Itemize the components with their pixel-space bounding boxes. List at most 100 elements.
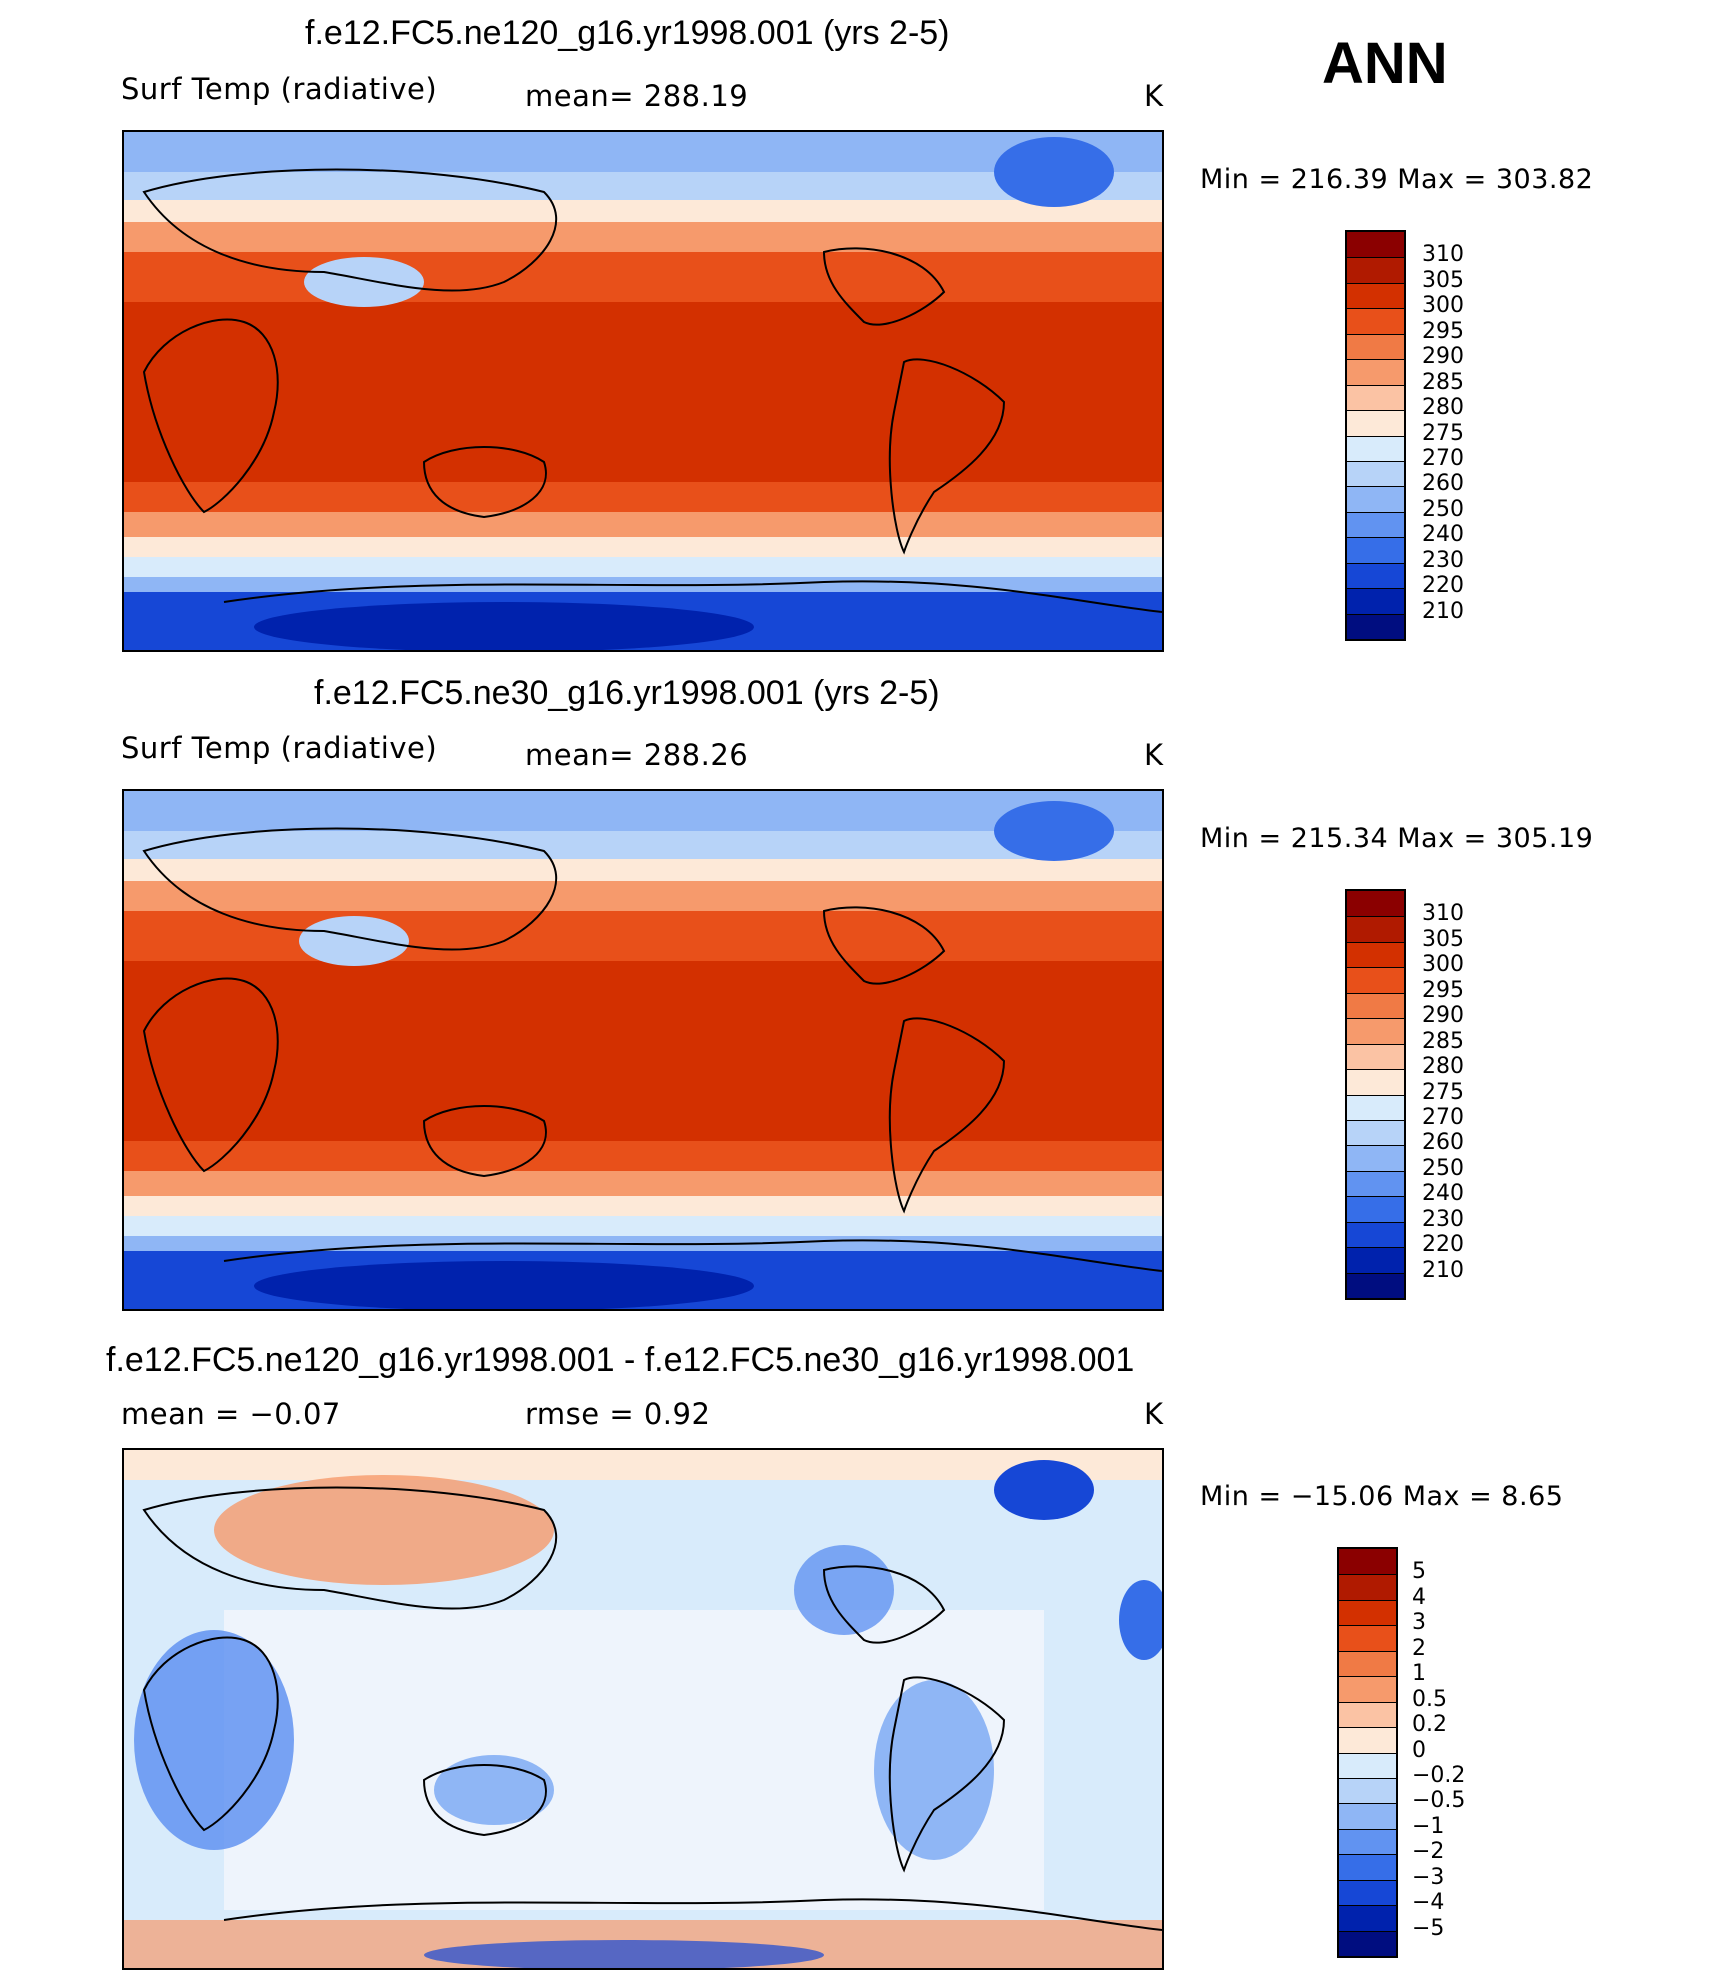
panel-1-colorbar-tick-label: 260 [1422, 471, 1464, 497]
panel-2-colorbar-segment [1347, 1043, 1404, 1070]
panel-2-colorbar-tick-label: 295 [1422, 977, 1464, 1003]
panel-3-colorbar-tick-label: −1 [1412, 1813, 1445, 1839]
panel-3-colorbar-tick-label: −4 [1412, 1890, 1445, 1916]
panel-1-colorbar-segment [1347, 308, 1404, 334]
panel-1-colorbar-tick-label: 290 [1422, 344, 1464, 370]
panel-3-colorbar-tick-label: −5 [1412, 1915, 1445, 1941]
panel-1-colorbar-segment [1347, 588, 1404, 614]
panel-3-colorbar-segment [1339, 1803, 1396, 1829]
panel-3-colorbar-tick-label: −2 [1412, 1839, 1445, 1865]
panel-2-colorbar-tick-label: 310 [1422, 901, 1464, 927]
panel-2-colorbar-segment [1347, 1272, 1404, 1298]
panel-1-colorbar-segment [1347, 257, 1404, 283]
panel-1-title: f.e12.FC5.ne120_g16.yr1998.001 (yrs 2-5) [305, 14, 950, 52]
panel-3-colorbar-tick-label: 1 [1412, 1661, 1426, 1687]
panel-2-map [122, 789, 1164, 1311]
panel-3-colorbar [1337, 1547, 1398, 1958]
panel-1-map [122, 130, 1164, 652]
panel-3-rmse-label: rmse = 0.92 [525, 1397, 711, 1431]
panel-1-units: K [1144, 79, 1164, 113]
panel-1-colorbar-tick-label: 270 [1422, 445, 1464, 471]
panel-1-colorbar-tick-label: 300 [1422, 293, 1464, 319]
panel-3-colorbar-tick-label: 2 [1412, 1635, 1426, 1661]
panel-2-colorbar-tick-label: 300 [1422, 952, 1464, 978]
panel-1-colorbar-tick-label: 210 [1422, 598, 1464, 624]
panel-2-colorbar-tick-label: 210 [1422, 1257, 1464, 1283]
panel-3-colorbar-tick-label: −3 [1412, 1864, 1445, 1890]
panel-3-colorbar-segment [1339, 1777, 1396, 1804]
panel-3-colorbar-segment [1339, 1549, 1396, 1575]
panel-3-colorbar-labels: 5 4 3 2 1 0.5 0.2 0 −0.2 −0.5 −1 −2 −3 −4 −5 [1412, 1547, 1502, 1958]
panel-3-colorbar-tick-label: 0 [1412, 1737, 1426, 1763]
panel-2-colorbar-tick-label: 250 [1422, 1155, 1464, 1181]
panel-1-colorbar-tick-label: 240 [1422, 522, 1464, 548]
panel-3-colorbar-segment [1339, 1752, 1396, 1778]
panel-2-colorbar-labels: 310 305 300 295 290 285 280 275 270 260 250 240 230 2… [1422, 889, 1502, 1300]
season-label: ANN [1322, 31, 1448, 96]
panel-3-colorbar-segment [1339, 1676, 1396, 1702]
panel-2-colorbar-segment [1347, 941, 1404, 968]
panel-2-colorbar-tick-label: 305 [1422, 926, 1464, 952]
panel-1-colorbar-segment [1347, 384, 1404, 411]
panel-1-colorbar-tick-label: 220 [1422, 573, 1464, 599]
panel-3-colorbar-segment [1339, 1701, 1396, 1728]
panel-1-minmax: Min = 216.39 Max = 303.82 [1200, 164, 1594, 195]
panel-3-colorbar-tick-label: 4 [1412, 1584, 1426, 1610]
panel-1-colorbar-segment [1347, 486, 1404, 512]
panel-3-colorbar-tick-label: −0.2 [1412, 1762, 1466, 1788]
panel-2-colorbar [1345, 889, 1406, 1300]
panel-3-colorbar-segment [1339, 1854, 1396, 1880]
panel-1-colorbar-labels: 310 305 300 295 290 285 280 275 270 260 250 240 230 2… [1422, 230, 1502, 641]
panel-2-minmax: Min = 215.34 Max = 305.19 [1200, 823, 1594, 854]
panel-2-colorbar-segment [1347, 916, 1404, 942]
panel-1-colorbar-segment [1347, 460, 1404, 487]
panel-1-colorbar-segment [1347, 435, 1404, 461]
panel-1-variable-label: Surf Temp (radiative) [121, 72, 438, 106]
panel-2-colorbar-segment [1347, 967, 1404, 993]
panel-2-colorbar-tick-label: 270 [1422, 1104, 1464, 1130]
panel-1-colorbar-tick-label: 310 [1422, 242, 1464, 268]
panel-3-colorbar-tick-label: 3 [1412, 1610, 1426, 1636]
panel-2-colorbar-segment [1347, 1069, 1404, 1095]
panel-1-colorbar-segment [1347, 282, 1404, 309]
panel-2-colorbar-segment [1347, 1196, 1404, 1222]
panel-1-mean-label: mean= 288.19 [525, 79, 749, 113]
panel-1-colorbar-tick-label: 285 [1422, 369, 1464, 395]
panel-3-title: f.e12.FC5.ne120_g16.yr1998.001 - f.e12.F… [106, 1341, 1135, 1379]
panel-1-colorbar-tick-label: 230 [1422, 547, 1464, 573]
panel-3-units: K [1144, 1397, 1164, 1431]
panel-1-colorbar-tick-label: 275 [1422, 420, 1464, 446]
panel-1-colorbar-segment [1347, 613, 1404, 639]
panel-1-colorbar-tick-label: 280 [1422, 395, 1464, 421]
panel-3-colorbar-tick-label: 5 [1412, 1559, 1426, 1585]
panel-2-colorbar-tick-label: 220 [1422, 1232, 1464, 1258]
panel-2-colorbar-tick-label: 260 [1422, 1130, 1464, 1156]
panel-2-colorbar-segment [1347, 1145, 1404, 1171]
panel-3-colorbar-tick-label: 0.2 [1412, 1712, 1447, 1738]
panel-2-colorbar-tick-label: 230 [1422, 1206, 1464, 1232]
panel-1-colorbar [1345, 230, 1406, 641]
panel-2-colorbar-segment [1347, 1247, 1404, 1273]
panel-3-colorbar-segment [1339, 1625, 1396, 1651]
panel-1-colorbar-segment [1347, 410, 1404, 436]
panel-3-mean-label: mean = −0.07 [121, 1397, 341, 1431]
panel-1-colorbar-tick-label: 250 [1422, 496, 1464, 522]
panel-3-colorbar-segment [1339, 1828, 1396, 1855]
panel-2-colorbar-tick-label: 275 [1422, 1079, 1464, 1105]
panel-1-colorbar-segment [1347, 232, 1404, 258]
panel-1-colorbar-segment [1347, 562, 1404, 589]
panel-1-colorbar-tick-label: 295 [1422, 318, 1464, 344]
panel-2-colorbar-segment [1347, 1170, 1404, 1197]
panel-1-colorbar-segment [1347, 359, 1404, 385]
panel-3-colorbar-segment [1339, 1574, 1396, 1600]
panel-2-colorbar-segment [1347, 1119, 1404, 1146]
panel-3-colorbar-segment [1339, 1650, 1396, 1677]
panel-3-colorbar-tick-label: 0.5 [1412, 1686, 1447, 1712]
panel-2-variable-label: Surf Temp (radiative) [121, 731, 438, 765]
panel-2-colorbar-tick-label: 285 [1422, 1028, 1464, 1054]
panel-2-colorbar-segment [1347, 1018, 1404, 1044]
panel-2-colorbar-tick-label: 280 [1422, 1054, 1464, 1080]
panel-3-colorbar-segment [1339, 1879, 1396, 1906]
panel-1-colorbar-segment [1347, 333, 1404, 360]
panel-3-map [122, 1448, 1164, 1970]
